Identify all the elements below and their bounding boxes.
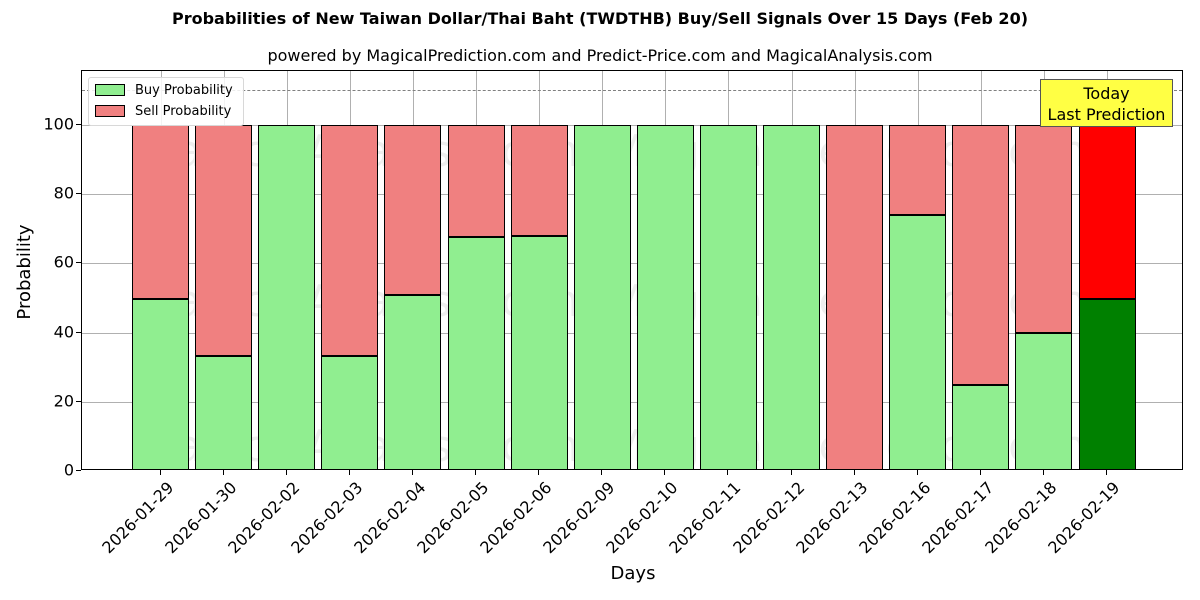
y-axis-label-wrap: Probability [12,222,38,322]
x-tick-mark [790,470,792,475]
bar-buy-2026-02-06 [510,236,568,469]
x-tick-mark [475,470,476,475]
y-tick-mark [76,193,81,195]
y-axis-label: Probability [14,224,36,320]
chart-title: Probabilities of New Taiwan Dollar/Thai … [171,9,1029,28]
x-tick-mark [159,470,161,475]
x-tick-mark [664,470,666,475]
x-tick-mark [285,470,287,475]
bar-buy-2026-02-18 [1015,332,1073,469]
bar-buy-2026-02-09 [573,125,631,469]
bar-buy-2026-02-04 [384,294,442,469]
bar-buy-2026-02-19 [1078,299,1136,469]
bar-buy-2026-02-10 [636,125,694,469]
bar-buy-2026-02-17 [952,384,1010,469]
gridline-horizontal [82,401,1182,403]
x-tick-mark [348,470,350,475]
annotation-line-1: Today [1083,84,1130,103]
bar-sell-2026-02-18 [1015,125,1073,333]
bar-sell-2026-02-16 [889,125,947,215]
bar-sell-2026-02-17 [952,125,1010,385]
bar-sell-2026-01-29 [132,125,189,300]
y-tick-label: 100 [43,114,74,134]
x-tick-mark [979,470,981,475]
y-tick-mark [76,400,81,402]
x-tick-mark [1106,470,1107,475]
x-tick-mark [1042,470,1044,475]
bar-buy-2026-01-30 [195,356,253,469]
bar-sell-2026-02-05 [447,125,505,238]
plot-area: MagicalAnalysis.comMagicalPrediction.com… [81,70,1183,470]
y-tick-label: 60 [53,252,74,272]
y-tick-mark [76,470,81,471]
bar-sell-2026-02-13 [826,125,884,469]
legend-label-buy: Buy Probability [135,82,233,98]
bar-sell-2026-02-19 [1078,125,1136,300]
sell-swatch-icon [95,105,125,117]
today-annotation: Today Last Prediction [1040,79,1173,127]
x-tick-mark [727,470,729,475]
x-tick-mark [538,470,540,475]
legend-item-sell: Sell Probability [95,102,231,120]
legend-item-buy: Buy Probability [95,81,233,99]
legend: Buy Probability Sell Probability [88,77,244,126]
gridline-horizontal [82,263,1182,265]
legend-label-sell: Sell Probability [135,103,232,119]
bar-buy-2026-02-02 [258,125,316,469]
x-axis-label: Days [610,563,656,584]
bar-buy-2026-02-05 [447,237,505,469]
x-tick-mark [411,470,413,475]
y-tick-mark [76,262,81,264]
gridline-horizontal [82,332,1182,334]
bar-buy-2026-02-11 [699,125,757,469]
y-tick-mark [76,331,81,333]
x-tick-mark [601,470,603,475]
y-tick-label: 0 [63,460,74,480]
buy-swatch-icon [95,84,125,96]
threshold-dashed-line [82,90,1182,92]
bar-sell-2026-01-30 [195,125,253,357]
y-tick-label: 80 [53,183,74,203]
bar-sell-2026-02-03 [321,125,379,357]
bar-sell-2026-02-04 [384,125,442,295]
bar-buy-2026-02-03 [321,356,379,469]
bar-buy-2026-02-12 [763,125,820,469]
bar-buy-2026-02-16 [889,214,947,469]
bar-buy-2026-01-29 [132,299,189,469]
x-tick-mark [853,470,855,475]
x-tick-mark [916,470,918,475]
x-tick-mark [222,470,224,475]
y-tick-label: 40 [53,322,74,342]
chart-subtitle: powered by MagicalPrediction.com and Pre… [267,46,933,65]
annotation-line-2: Last Prediction [1047,105,1166,124]
y-tick-mark [76,124,81,125]
gridline-horizontal [82,125,1182,126]
bar-sell-2026-02-06 [510,125,568,237]
y-tick-label: 20 [53,391,74,411]
gridline-horizontal [82,194,1182,196]
